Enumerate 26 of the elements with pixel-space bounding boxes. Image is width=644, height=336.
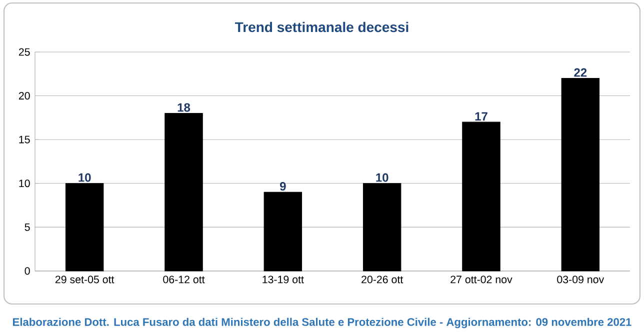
data-label: 22	[574, 68, 587, 77]
bar	[362, 183, 402, 272]
x-tick-label: 20-26 ott	[362, 276, 404, 284]
bar	[264, 192, 302, 272]
text: Elaborazione Dott. Luca Fusaro da dati Ministero della Salute e Protezione Civile - Aggiornamento: 09 novembre 2021	[13, 318, 632, 328]
x-tick-label: 29 set-05 ott	[55, 276, 114, 284]
bar	[164, 113, 203, 272]
x-tick-label: 06-12 ott	[163, 276, 205, 284]
y-tick-label: 5	[24, 223, 30, 231]
data-label: 17	[475, 112, 488, 120]
bar	[561, 78, 600, 272]
chart-title: Trend settimanale decessi	[235, 22, 408, 32]
y-tick-label: 25	[18, 48, 30, 56]
data-label: 10	[78, 173, 91, 182]
y-tick-label: 15	[19, 136, 30, 144]
data-label: 10	[376, 173, 388, 182]
y-tick-label: 20	[18, 92, 30, 100]
x-tick-label: 03-09 nov	[557, 276, 604, 284]
bar	[65, 183, 104, 272]
y-tick-label: 0	[24, 267, 30, 275]
data-label: 9	[280, 182, 286, 191]
x-tick-label: 13-19 ott	[262, 276, 304, 284]
x-tick-label: 27 ott-02 nov	[450, 276, 512, 284]
data-label: 18	[178, 103, 190, 112]
bar	[462, 122, 500, 272]
y-tick-label: 10	[19, 180, 30, 188]
